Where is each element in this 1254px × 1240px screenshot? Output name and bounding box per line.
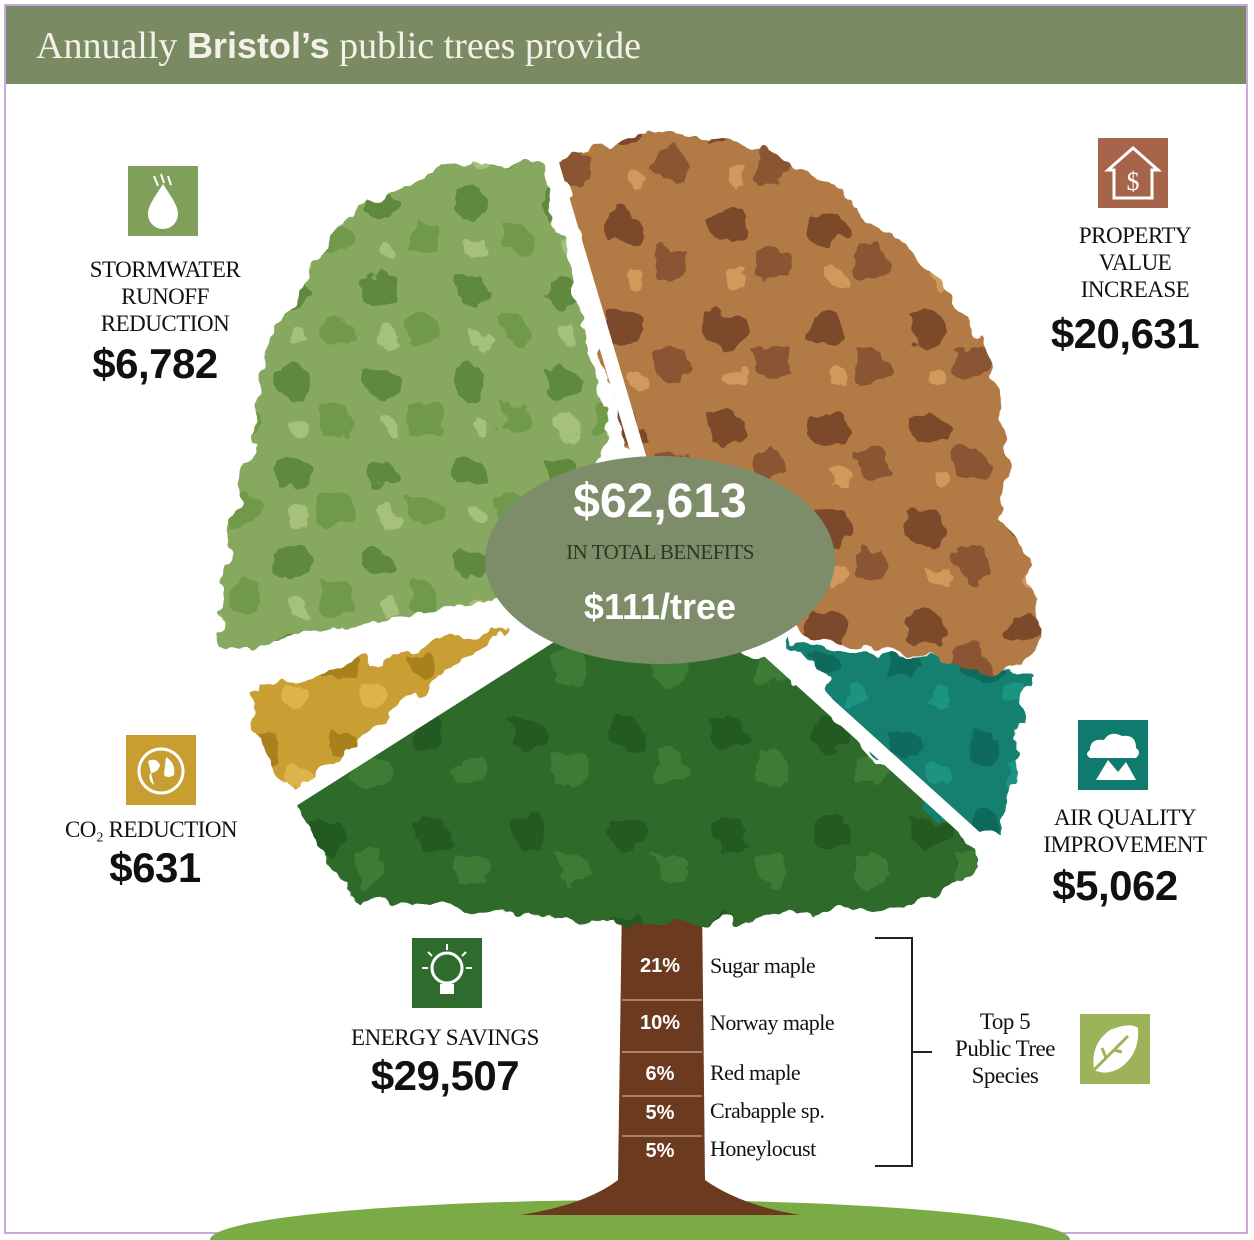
species-name: Red maple bbox=[710, 1060, 801, 1085]
wedge-co2 bbox=[250, 625, 510, 790]
species-name: Norway maple bbox=[710, 1010, 835, 1035]
wedge-air-quality bbox=[790, 640, 1030, 835]
globe-icon bbox=[126, 735, 196, 805]
trunk-dividers bbox=[622, 999, 702, 1137]
house-dollar-icon: $ bbox=[1098, 138, 1168, 208]
air-quality-label: AIR QUALITY IMPROVEMENT bbox=[1043, 805, 1207, 857]
property-label: PROPERTY VALUE INCREASE bbox=[1078, 223, 1192, 302]
species-name: Crabapple sp. bbox=[710, 1098, 825, 1123]
cloud-factory-icon bbox=[1078, 720, 1148, 790]
center-oval bbox=[485, 456, 835, 664]
stormwater-label: STORMWATER RUNOFF REDUCTION bbox=[89, 257, 241, 336]
tree-trunk bbox=[520, 900, 800, 1215]
species-pct: 10% bbox=[639, 1012, 681, 1034]
light-bulb-icon bbox=[412, 938, 482, 1008]
species-title: Top 5 Public Tree Species bbox=[955, 1009, 1055, 1088]
leaf-icon bbox=[1080, 1014, 1150, 1084]
species-pct: 21% bbox=[639, 955, 681, 977]
species-bracket bbox=[875, 937, 932, 1167]
species-name: Sugar maple bbox=[710, 953, 816, 978]
air-quality-amount: $5,062 bbox=[1052, 862, 1178, 909]
ground bbox=[210, 1200, 1070, 1240]
species-name: Honeylocust bbox=[710, 1136, 816, 1161]
wedge-property bbox=[560, 133, 1042, 673]
energy-amount: $29,507 bbox=[370, 1052, 520, 1099]
page-title: Annually Bristol’s public trees provide bbox=[36, 25, 641, 67]
wedge-separators bbox=[223, 143, 1007, 867]
per-tree-value: $111/tree bbox=[583, 586, 737, 627]
co2-amount: $631 bbox=[109, 844, 201, 891]
stormwater-amount: $6,782 bbox=[92, 340, 218, 387]
svg-text:$: $ bbox=[1127, 167, 1140, 196]
water-drop-icon bbox=[128, 166, 198, 236]
species-pct: 5% bbox=[645, 1102, 675, 1124]
total-benefits-value: $62,613 bbox=[573, 475, 747, 528]
species-pct: 5% bbox=[645, 1140, 675, 1162]
energy-label: ENERGY SAVINGS bbox=[351, 1025, 539, 1050]
species-pct: 6% bbox=[645, 1063, 675, 1085]
total-benefits-label: IN TOTAL BENEFITS bbox=[566, 540, 754, 564]
wedge-energy bbox=[300, 640, 985, 925]
co2-label: CO₂ REDUCTION bbox=[64, 817, 238, 842]
title-bar: Annually Bristol’s public trees provide bbox=[6, 6, 1246, 84]
property-amount: $20,631 bbox=[1050, 310, 1200, 357]
